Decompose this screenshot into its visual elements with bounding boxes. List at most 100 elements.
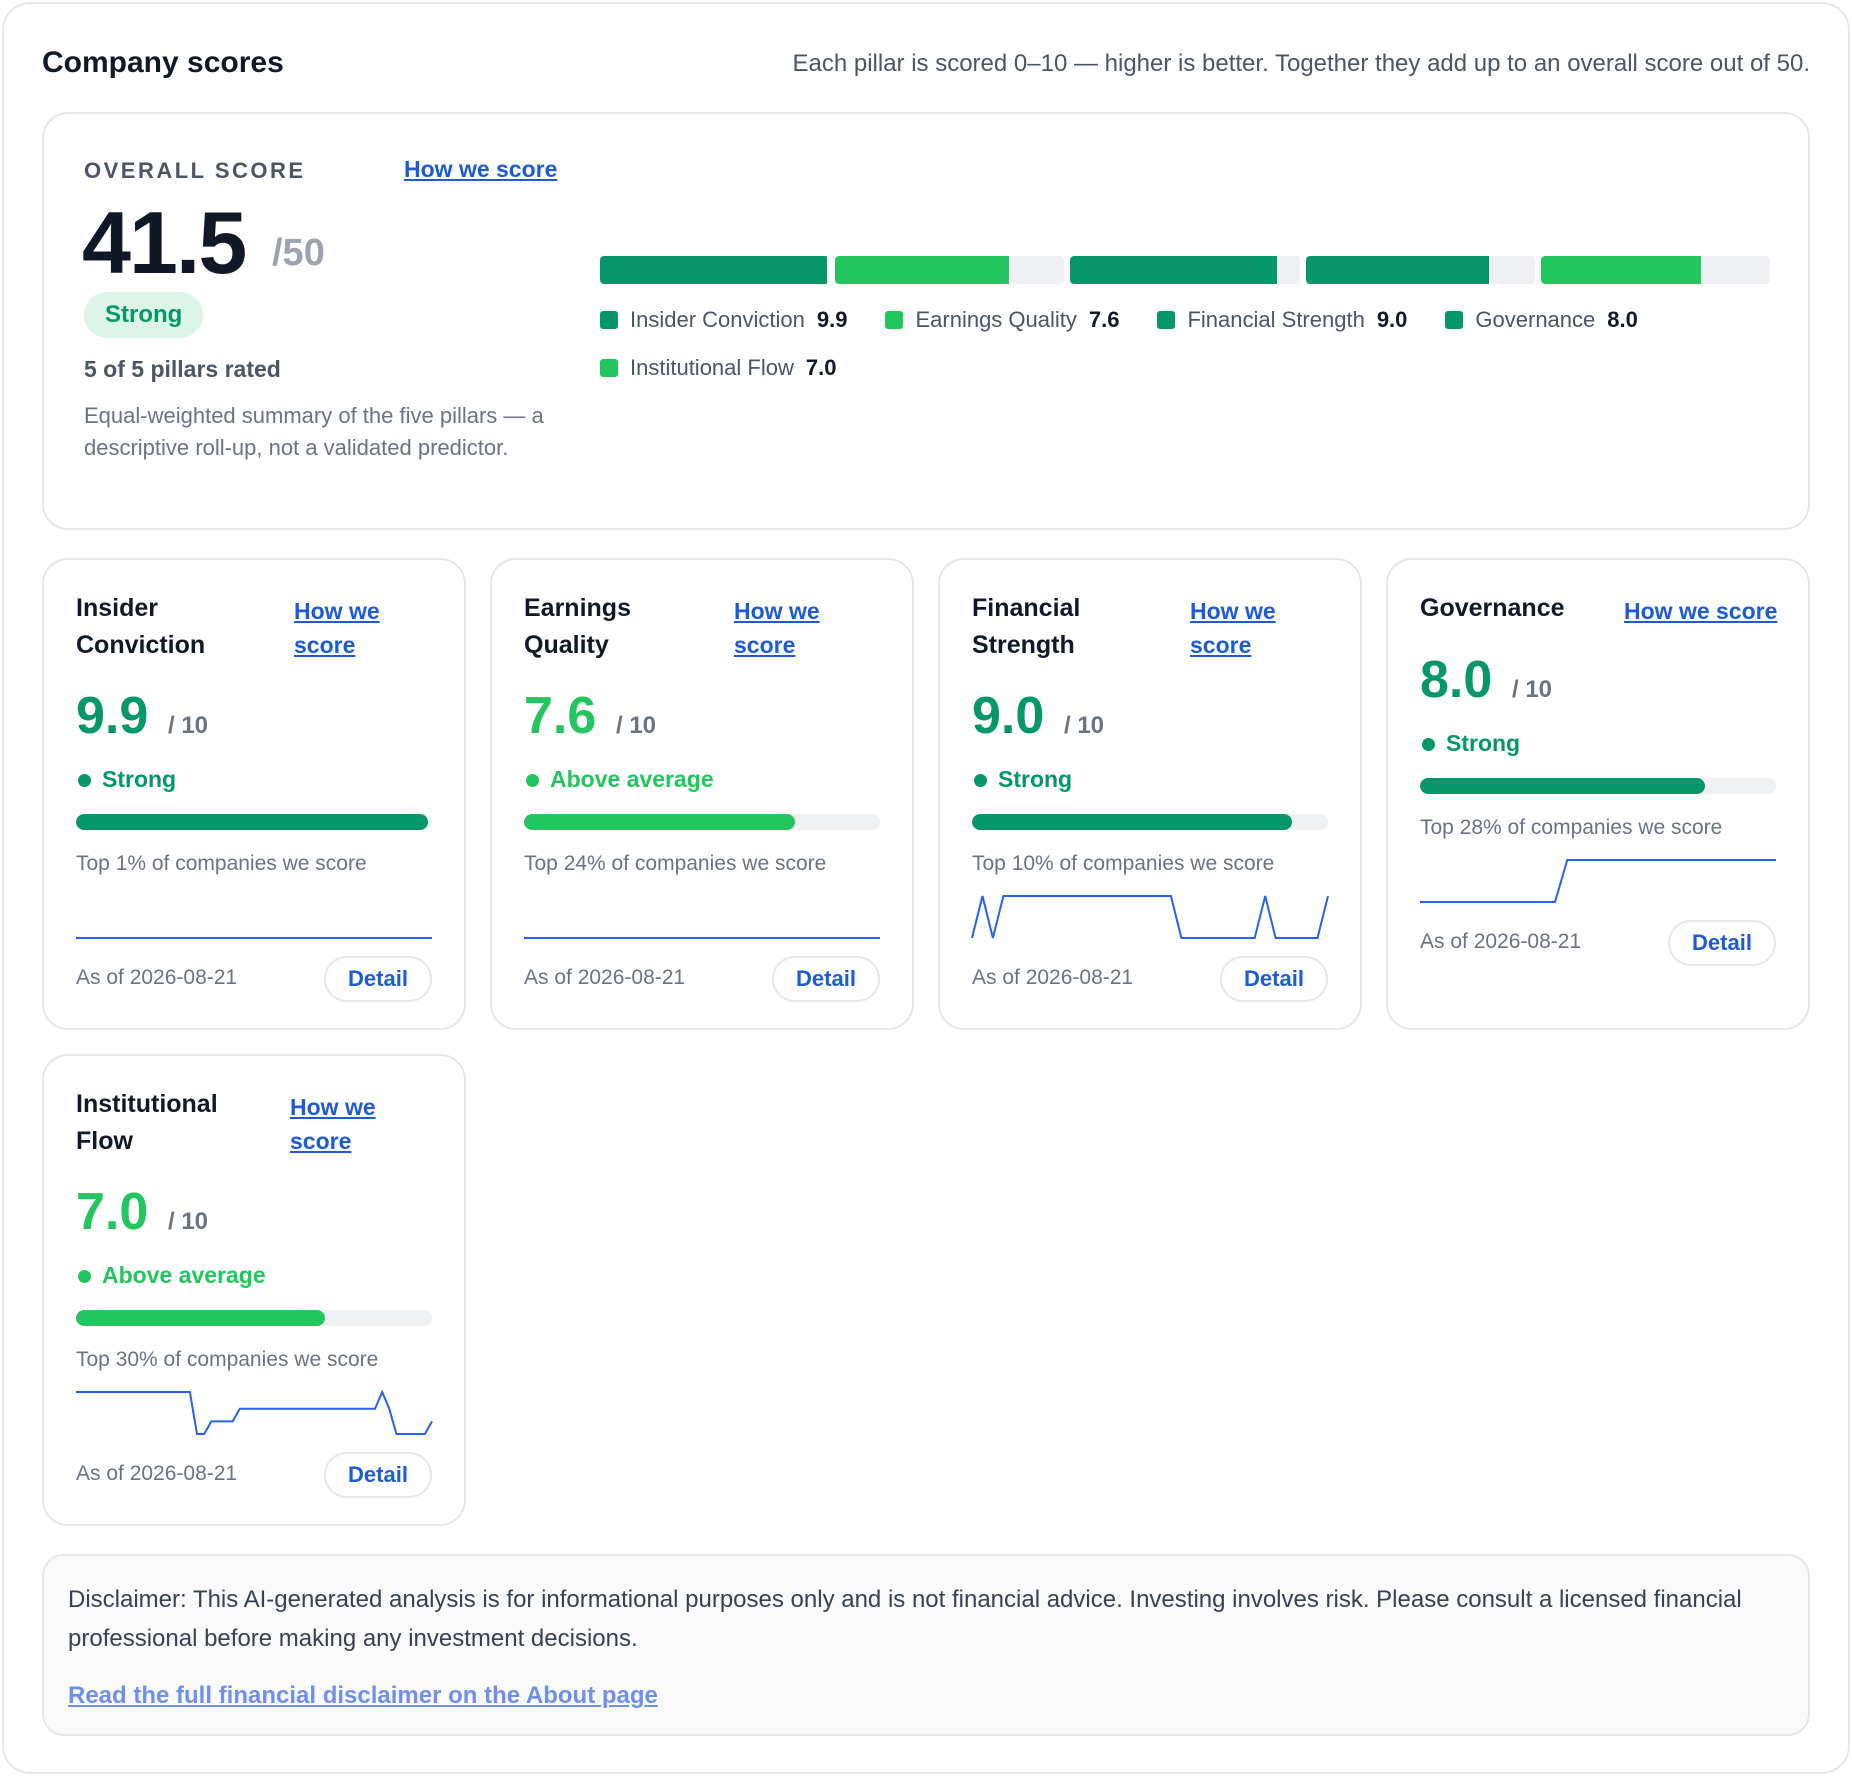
sparkline-line xyxy=(1420,859,1776,903)
pillar-card-earnings-quality: Earnings Quality How we score 7.6 / 10 A… xyxy=(490,558,914,1030)
detail-button[interactable]: Detail xyxy=(324,1452,432,1498)
pillar-level: Above average xyxy=(550,766,714,792)
pillar-score-max: / 10 xyxy=(168,1208,209,1235)
score-trend-sparkline xyxy=(524,937,880,939)
how-we-score-link[interactable]: How we score xyxy=(734,598,820,658)
status-dot xyxy=(78,774,91,787)
pillar-rank: Top 30% of companies we score xyxy=(76,1348,379,1371)
page-title: Company scores xyxy=(42,46,284,79)
score-trend-sparkline xyxy=(971,895,1329,939)
how-we-score-link[interactable]: How we score xyxy=(404,156,558,182)
sparkline-line xyxy=(971,895,1329,939)
pillar-title: Institutional Flow xyxy=(76,1090,218,1155)
as-of-date: As of 2026-08-21 xyxy=(972,966,1134,989)
pillar-score-bar xyxy=(1420,778,1776,794)
pillar-score-bar xyxy=(76,1310,432,1326)
overall-score-max: /50 xyxy=(272,232,325,274)
score-trend-sparkline xyxy=(1420,859,1776,903)
pillar-card-insider-conviction: Insider Conviction How we score 9.9 / 10… xyxy=(42,558,466,1030)
pillar-score-max: / 10 xyxy=(616,712,657,739)
legend-label: Financial Strength xyxy=(1187,307,1365,332)
segment-fill xyxy=(1305,256,1489,284)
overall-score-note: Equal-weighted summary of the five pilla… xyxy=(84,403,544,460)
segment-fill xyxy=(835,256,1010,284)
detail-button[interactable]: Detail xyxy=(1220,956,1328,1002)
legend-value: 7.6 xyxy=(1088,307,1120,332)
detail-button[interactable]: Detail xyxy=(1668,920,1776,966)
legend-item-insider-conviction: Insider Conviction 9.9 xyxy=(600,306,847,334)
status-dot xyxy=(1422,738,1435,751)
status-dot xyxy=(526,774,539,787)
pillar-card-financial-strength: Financial Strength How we score 9.0 / 10… xyxy=(938,558,1362,1030)
pillar-score-max: / 10 xyxy=(168,712,209,739)
status-badge: Strong xyxy=(84,292,204,338)
disclaimer-link[interactable]: Read the full financial disclaimer on th… xyxy=(68,1682,658,1709)
how-we-score-link[interactable]: How we score xyxy=(294,598,380,658)
pillar-level: Strong xyxy=(998,766,1073,792)
legend-label: Governance xyxy=(1475,307,1596,332)
legend-item-governance: Governance 8.0 xyxy=(1445,306,1638,334)
as-of-date: As of 2026-08-21 xyxy=(76,966,238,989)
legend-swatch xyxy=(600,311,618,329)
score-bar-fill xyxy=(972,814,1293,830)
disclaimer-box: Disclaimer: This AI-generated analysis i… xyxy=(42,1554,1810,1736)
stacked-bar-segment-financial-strength xyxy=(1070,256,1300,284)
stacked-bar-segment-insider-conviction xyxy=(600,256,830,284)
stacked-bar-segment-governance xyxy=(1305,256,1535,284)
how-we-score-link[interactable]: How we score xyxy=(1624,598,1778,624)
pillar-score: 7.0 xyxy=(76,1183,149,1241)
pillar-title: Financial Strength xyxy=(972,594,1081,659)
score-trend-sparkline xyxy=(76,1389,433,1435)
pillar-level: Strong xyxy=(1446,730,1521,756)
score-bar-fill xyxy=(76,1310,326,1326)
legend-label: Institutional Flow xyxy=(630,355,794,380)
disclaimer-text: Disclaimer: This AI-generated analysis i… xyxy=(68,1586,1742,1652)
pillar-score-max: / 10 xyxy=(1512,676,1553,703)
score-bar-fill xyxy=(524,814,795,830)
pillar-stacked-bar xyxy=(600,256,1771,284)
legend-swatch xyxy=(885,311,904,329)
pillar-legend: Insider Conviction 9.9 Earnings Quality … xyxy=(600,306,1780,382)
legend-value: 7.0 xyxy=(805,355,837,380)
how-we-score-link[interactable]: How we score xyxy=(290,1094,376,1154)
overall-score-value: 41.5 xyxy=(82,193,247,292)
overall-score-label: OVERALL SCORE xyxy=(84,158,306,183)
legend-item-institutional-flow: Institutional Flow 7.0 xyxy=(600,354,836,382)
page-subtitle: Each pillar is scored 0–10 — higher is b… xyxy=(792,50,1810,77)
as-of-date: As of 2026-08-21 xyxy=(1420,930,1582,953)
legend-swatch xyxy=(600,359,618,377)
pillar-score: 9.9 xyxy=(76,687,149,745)
legend-swatch xyxy=(1157,311,1176,329)
legend-swatch xyxy=(1445,311,1464,329)
status-dot xyxy=(974,774,987,787)
how-we-score-link[interactable]: How we score xyxy=(1190,598,1276,658)
pillar-score: 7.6 xyxy=(524,687,597,745)
sparkline-line xyxy=(76,1389,433,1435)
pillar-rank: Top 10% of companies we score xyxy=(972,852,1275,875)
segment-fill xyxy=(600,256,827,284)
pillar-title: Insider Conviction xyxy=(76,594,206,659)
stacked-bar-segment-institutional-flow xyxy=(1540,256,1771,284)
as-of-date: As of 2026-08-21 xyxy=(524,966,686,989)
legend-item-earnings-quality: Earnings Quality 7.6 xyxy=(885,306,1119,334)
legend-label: Insider Conviction xyxy=(630,307,805,332)
detail-button[interactable]: Detail xyxy=(772,956,880,1002)
legend-item-financial-strength: Financial Strength 9.0 xyxy=(1157,306,1407,334)
segment-fill xyxy=(1540,256,1702,284)
detail-button[interactable]: Detail xyxy=(324,956,432,1002)
score-bar-fill xyxy=(1420,778,1705,794)
pillar-score: 8.0 xyxy=(1420,651,1493,709)
score-bar-fill xyxy=(76,814,429,830)
legend-value: 9.9 xyxy=(816,307,848,332)
pillar-card-institutional-flow: Institutional Flow How we score 7.0 / 10… xyxy=(42,1054,466,1526)
pillar-card-governance: Governance How we score 8.0 / 10 Strong … xyxy=(1386,558,1810,1030)
as-of-date: As of 2026-08-21 xyxy=(76,1462,238,1485)
legend-value: 9.0 xyxy=(1376,307,1408,332)
score-trend-sparkline xyxy=(76,937,432,939)
segment-fill xyxy=(1070,256,1277,284)
pillar-title: Earnings Quality xyxy=(524,594,631,659)
pillar-score-max: / 10 xyxy=(1064,712,1105,739)
pillar-score-bar xyxy=(972,814,1328,830)
legend-value: 8.0 xyxy=(1607,307,1638,332)
pillar-score-bar xyxy=(76,814,432,830)
